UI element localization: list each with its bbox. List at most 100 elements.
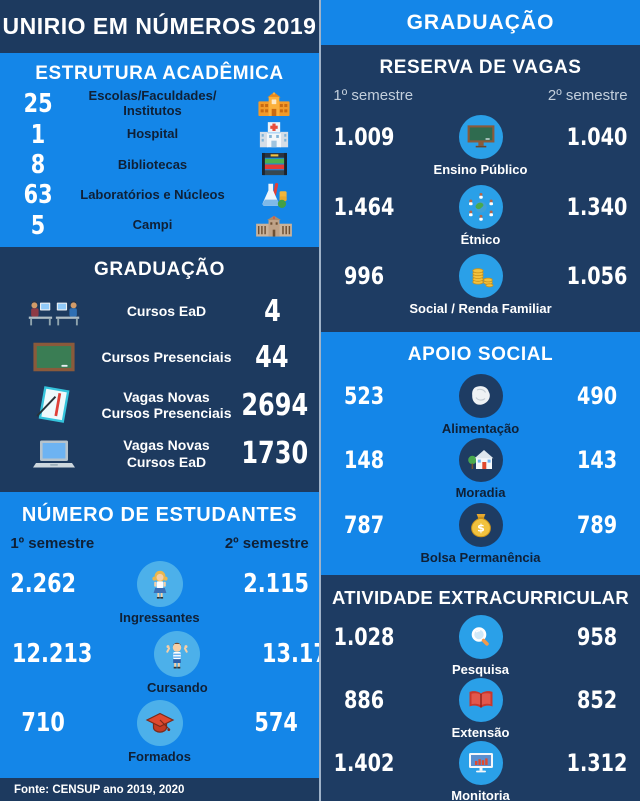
ingressantes-label: Ingressantes bbox=[119, 609, 200, 625]
ead-desks-icon bbox=[8, 295, 100, 327]
school-icon bbox=[235, 91, 313, 117]
bolsa-v2: 789 bbox=[576, 510, 617, 539]
formados-v2: 574 bbox=[254, 708, 298, 739]
stat-row-vagas-ead: Vagas Novas Cursos EaD 1730 bbox=[8, 436, 311, 471]
escolas-label: Escolas/Faculdades/ Institutos bbox=[88, 88, 217, 119]
stat-row-monitoria: 1.402 Monitoria 1.312 bbox=[323, 740, 638, 801]
cursos-presenciais-value: 44 bbox=[255, 339, 289, 375]
etnico-v1: 1.464 bbox=[333, 192, 395, 221]
stat-row-extensao: 886 Extensão 852 bbox=[323, 677, 638, 741]
grad-cap-icon bbox=[136, 700, 183, 747]
hospital-label: Hospital bbox=[126, 126, 179, 142]
estudantes-panel: NÚMERO DE ESTUDANTES 1º semestre 2º seme… bbox=[0, 492, 319, 778]
formados-label: Formados bbox=[128, 749, 191, 765]
vagas-presenciais-label: Vagas Novas Cursos Presenciais bbox=[101, 388, 232, 422]
formados-v1: 710 bbox=[21, 708, 65, 739]
semestre-2-label: 2º semestre bbox=[224, 535, 309, 552]
estrutura-title: ESTRUTURA ACADÊMICA bbox=[35, 63, 284, 84]
money-bag-icon: $ bbox=[458, 502, 503, 547]
cursando-v1: 12.213 bbox=[12, 638, 93, 669]
social-renda-v1: 996 bbox=[344, 262, 385, 291]
chalkboard-icon bbox=[8, 342, 100, 372]
campi-value: 5 bbox=[30, 210, 46, 241]
etnico-label: Étnico bbox=[460, 231, 501, 247]
ensino-publico-label: Ensino Público bbox=[433, 161, 528, 177]
reserva-sem1-label: 1º semestre bbox=[333, 87, 414, 104]
open-book-icon bbox=[458, 677, 503, 722]
bibliotecas-value: 8 bbox=[30, 149, 46, 180]
laboratorios-value: 63 bbox=[23, 180, 53, 211]
apoio-panel: APOIO SOCIAL 523 Alimentação 490 148 bbox=[321, 332, 640, 575]
hospital-icon bbox=[235, 121, 313, 148]
student-girl-icon bbox=[136, 560, 183, 607]
vagas-ead-label: Vagas Novas Cursos EaD bbox=[123, 436, 210, 470]
notepad-icon bbox=[8, 385, 100, 425]
right-column: GRADUAÇÃO RESERVA DE VAGAS 1º semestre 2… bbox=[321, 0, 640, 801]
stat-row-cursos-ead: Cursos EaD 4 bbox=[8, 294, 311, 329]
monitor-icon bbox=[458, 740, 503, 785]
stat-row-ingressantes: 2.262 Ingressantes 2.115 bbox=[2, 560, 317, 626]
stat-row-alimentacao: 523 Alimentação 490 bbox=[323, 373, 638, 437]
left-footer: Fonte: CENSUP ano 2019, 2020 bbox=[0, 778, 319, 801]
column-divider bbox=[319, 0, 321, 801]
extensao-v1: 886 bbox=[344, 685, 385, 714]
atividade-title: ATIVIDADE EXTRACURRICULAR bbox=[332, 587, 629, 608]
laboratorios-label: Laboratórios e Núcleos bbox=[80, 186, 225, 202]
reserva-panel: RESERVA DE VAGAS 1º semestre 2º semestre… bbox=[321, 45, 640, 332]
bolsa-label: Bolsa Permanência bbox=[420, 549, 541, 565]
stat-row-social-renda: 996 Social / Renda Familiar 1.056 bbox=[323, 254, 638, 317]
stat-row-vagas-presenciais: Vagas Novas Cursos Presenciais 2694 bbox=[8, 385, 311, 425]
campus-icon bbox=[235, 215, 313, 237]
estrutura-panel: ESTRUTURA ACADÊMICA 25 Escolas/Faculdade… bbox=[0, 53, 319, 247]
stat-row-pesquisa: 1.028 Pesquisa 958 bbox=[323, 615, 638, 678]
cursos-presenciais-label: Cursos Presenciais bbox=[101, 348, 232, 365]
books-icon bbox=[235, 152, 313, 177]
etnico-v2: 1.340 bbox=[566, 192, 628, 221]
semester-header-left: 1º semestre 2º semestre bbox=[0, 535, 319, 552]
left-column: UNIRIO EM NÚMEROS 2019 ESTRUTURA ACADÊMI… bbox=[0, 0, 319, 801]
graduacao-left-panel: GRADUAÇÃO Cursos EaD 4 Cursos Presenciai… bbox=[0, 247, 319, 492]
cursando-label: Cursando bbox=[147, 679, 208, 695]
stat-row-campi: 5 Campi bbox=[6, 211, 313, 241]
stat-row-hospital: 1 Hospital bbox=[6, 120, 313, 150]
laptop-icon bbox=[8, 439, 100, 469]
estudantes-title: NÚMERO DE ESTUDANTES bbox=[21, 504, 298, 526]
campi-label: Campi bbox=[132, 217, 173, 233]
stat-row-formados: 710 Formados 574 bbox=[2, 700, 317, 765]
apoio-rows: 523 Alimentação 490 148 bbox=[321, 368, 640, 575]
hospital-value: 1 bbox=[30, 119, 46, 150]
alimentacao-v2: 490 bbox=[576, 381, 617, 410]
coins-icon bbox=[458, 254, 503, 299]
stat-row-cursando: 12.213 Cursando 13.173 bbox=[2, 630, 319, 696]
stat-row-etnico: 1.464 Étnico 1.340 bbox=[323, 184, 638, 248]
svg-text:$: $ bbox=[477, 521, 485, 534]
monitoria-v1: 1.402 bbox=[333, 748, 395, 777]
social-renda-label: Social / Renda Familiar bbox=[409, 301, 552, 317]
lab-icon bbox=[235, 181, 313, 209]
main-header: UNIRIO EM NÚMEROS 2019 bbox=[0, 0, 319, 53]
stat-row-escolas: 25 Escolas/Faculdades/ Institutos bbox=[6, 88, 313, 119]
alimentacao-label: Alimentação bbox=[441, 420, 520, 436]
atividade-panel: ATIVIDADE EXTRACURRICULAR 1.028 Pesquisa… bbox=[321, 575, 640, 801]
pesquisa-v1: 1.028 bbox=[333, 623, 395, 651]
globe-people-icon bbox=[458, 184, 503, 229]
cursos-ead-value: 4 bbox=[263, 293, 281, 329]
page-title: UNIRIO EM NÚMEROS 2019 bbox=[2, 13, 317, 39]
reserva-sem2-label: 2º semestre bbox=[547, 87, 628, 104]
estrutura-rows: 25 Escolas/Faculdades/ Institutos 1 Hosp… bbox=[0, 87, 319, 247]
alimentacao-v1: 523 bbox=[344, 381, 385, 410]
reserva-title: RESERVA DE VAGAS bbox=[379, 57, 582, 78]
vagas-presenciais-value: 2694 bbox=[241, 387, 309, 423]
stat-row-bolsa: 787 $ Bolsa Permanência 789 bbox=[323, 502, 638, 566]
reserva-rows: 1.009 Ensino Público 1.040 1.464 bbox=[321, 104, 640, 332]
ensino-publico-v1: 1.009 bbox=[333, 122, 395, 151]
stat-row-laboratorios: 63 Laboratórios e Núcleos bbox=[6, 180, 313, 210]
student-boy-icon bbox=[154, 630, 201, 677]
magnifier-icon bbox=[458, 615, 503, 659]
cursando-v2: 13.173 bbox=[262, 638, 319, 669]
estudantes-rows: 2.262 Ingressantes 2.115 12.213 bbox=[0, 552, 319, 778]
bibliotecas-label: Bibliotecas bbox=[117, 156, 188, 172]
stat-row-bibliotecas: 8 Bibliotecas bbox=[6, 150, 313, 180]
cursos-ead-label: Cursos EaD bbox=[126, 302, 207, 319]
